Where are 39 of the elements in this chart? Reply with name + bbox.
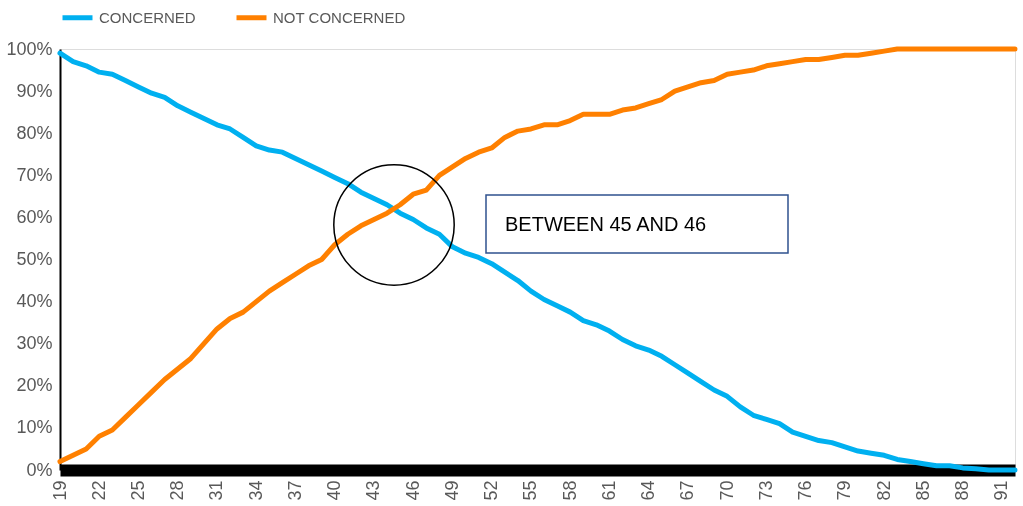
- x-tick-label: 82: [873, 480, 894, 501]
- x-tick-label: 25: [127, 480, 148, 501]
- legend-label: NOT CONCERNED: [273, 8, 406, 26]
- x-tick-label: 85: [912, 480, 933, 501]
- x-tick-label: 64: [638, 480, 659, 501]
- x-tick-label: 61: [598, 480, 619, 501]
- y-tick-label: 40%: [16, 291, 53, 312]
- y-tick-label: 60%: [16, 206, 53, 227]
- annotation: BETWEEN 45 AND 46: [505, 213, 707, 235]
- x-tick-label: 46: [402, 480, 423, 501]
- x-tick-label: 67: [677, 480, 698, 501]
- x-tick-label: 31: [206, 480, 227, 501]
- x-tick-label: 91: [991, 480, 1012, 501]
- x-tick-label: 19: [49, 480, 70, 501]
- y-tick-label: 80%: [16, 122, 53, 143]
- x-tick-label: 40: [324, 480, 345, 501]
- y-tick-label: 50%: [16, 249, 53, 269]
- x-tick-label: 43: [363, 480, 384, 501]
- x-tick-label: 34: [245, 480, 266, 501]
- x-tick-label: 76: [795, 480, 816, 501]
- x-tick-label: 79: [834, 480, 855, 501]
- y-tick-label: 100%: [6, 38, 53, 59]
- y-tick-label: 90%: [16, 80, 53, 101]
- y-tick-label: 30%: [16, 333, 53, 354]
- y-tick-label: 0%: [26, 459, 53, 480]
- y-tick-label: 10%: [16, 417, 53, 438]
- x-tick-label: 22: [88, 480, 109, 501]
- legend-label: CONCERNED: [99, 8, 196, 26]
- x-tick-label: 37: [284, 480, 305, 501]
- x-tick-label: 70: [716, 480, 737, 501]
- x-tick-label: 58: [559, 480, 580, 501]
- y-tick-label: 20%: [16, 375, 53, 396]
- x-tick-label: 73: [755, 480, 776, 501]
- x-tick-label: 49: [441, 480, 462, 501]
- x-tick-label: 88: [952, 480, 973, 501]
- x-tick-label: 28: [167, 480, 188, 501]
- y-tick-label: 70%: [16, 164, 53, 185]
- x-tick-label: 52: [481, 480, 502, 501]
- x-tick-label: 55: [520, 480, 541, 501]
